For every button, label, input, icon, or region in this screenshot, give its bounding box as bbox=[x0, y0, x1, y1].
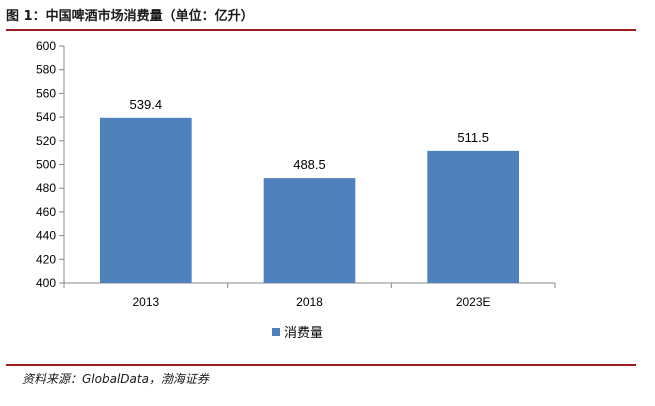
data-label-2023e: 511.5 bbox=[457, 130, 489, 145]
title-divider bbox=[6, 29, 636, 31]
y-axis: 400 420 440 460 480 500 520 540 560 580 600 bbox=[36, 39, 65, 290]
y-tick-label: 460 bbox=[36, 205, 56, 219]
y-tick-label: 400 bbox=[36, 276, 56, 290]
data-label-2018: 488.5 bbox=[293, 157, 326, 172]
x-tick-label-2023e: 2023E bbox=[456, 295, 491, 309]
figure-title: 图 1：中国啤酒市场消费量（单位：亿升） bbox=[6, 9, 254, 24]
legend-swatch bbox=[272, 328, 280, 336]
x-tick-label-2013: 2013 bbox=[132, 295, 159, 309]
y-tick-label: 520 bbox=[36, 134, 56, 148]
y-tick-label: 500 bbox=[36, 158, 56, 172]
x-tick-label-2018: 2018 bbox=[296, 295, 323, 309]
data-label-2013: 539.4 bbox=[130, 97, 163, 112]
y-tick-label: 600 bbox=[36, 39, 56, 53]
y-tick-label: 580 bbox=[36, 63, 56, 77]
y-tick-label: 420 bbox=[36, 252, 56, 266]
bar-2023e bbox=[427, 150, 519, 283]
x-axis: 2013 2018 2023E bbox=[63, 282, 556, 309]
y-tick-label: 480 bbox=[36, 181, 56, 195]
source-divider bbox=[6, 364, 636, 366]
y-tick-label: 540 bbox=[36, 110, 56, 124]
y-tick-label: 560 bbox=[36, 86, 56, 100]
data-labels: 539.4 488.5 511.5 bbox=[130, 97, 489, 172]
legend: 消费量 bbox=[272, 326, 323, 341]
bars bbox=[100, 117, 519, 283]
bar-2013 bbox=[100, 117, 192, 283]
y-tick-label: 440 bbox=[36, 229, 56, 243]
bar-2018 bbox=[263, 178, 356, 283]
legend-label: 消费量 bbox=[284, 326, 323, 341]
source-note: 资料来源：GlobalData，渤海证券 bbox=[22, 372, 209, 386]
